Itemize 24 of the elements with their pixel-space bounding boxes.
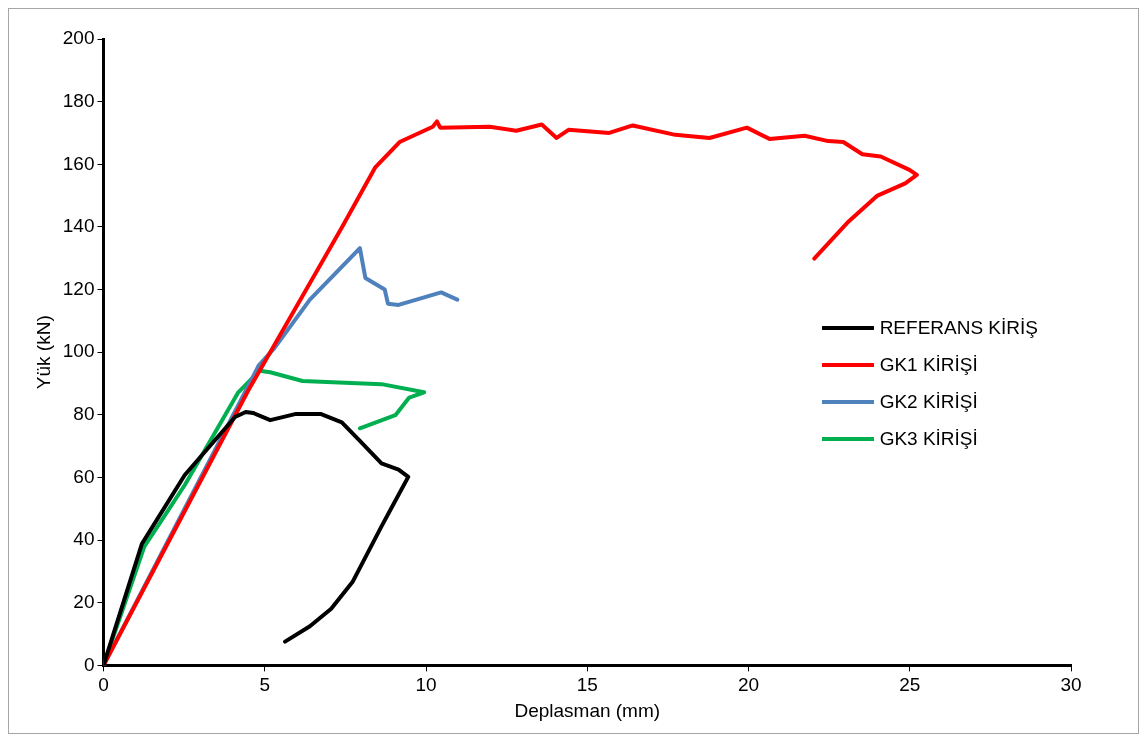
x-axis-title: Deplasman (mm) xyxy=(514,699,661,721)
y-tick-label: 140 xyxy=(62,215,95,237)
x-tick-label: 20 xyxy=(737,674,760,696)
y-tick-label: 80 xyxy=(73,403,95,425)
y-tick-label: 60 xyxy=(73,465,95,487)
legend-label: REFERANS KİRİŞ xyxy=(879,316,1038,339)
y-tick-label: 180 xyxy=(62,89,95,111)
x-tick-label: 15 xyxy=(576,674,598,696)
y-axis-title: Yük (kN) xyxy=(32,315,54,390)
y-tick-label: 0 xyxy=(83,653,95,675)
legend-label: GK2 KİRİŞİ xyxy=(879,390,978,413)
x-tick-label: 5 xyxy=(259,674,271,696)
y-tick-label: 40 xyxy=(73,528,95,550)
y-tick-label: 160 xyxy=(62,152,95,174)
y-tick-label: 100 xyxy=(62,340,95,362)
x-tick-label: 30 xyxy=(1060,674,1082,696)
x-tick-label: 10 xyxy=(415,674,437,696)
x-tick-label: 25 xyxy=(899,674,921,696)
y-tick-label: 120 xyxy=(62,277,95,299)
legend-label: GK3 KİRİŞİ xyxy=(879,427,978,450)
y-tick-label: 20 xyxy=(73,590,95,612)
legend-label: GK1 KİRİŞİ xyxy=(879,353,978,376)
x-tick-label: 0 xyxy=(98,674,109,696)
y-tick-label: 200 xyxy=(62,27,95,49)
